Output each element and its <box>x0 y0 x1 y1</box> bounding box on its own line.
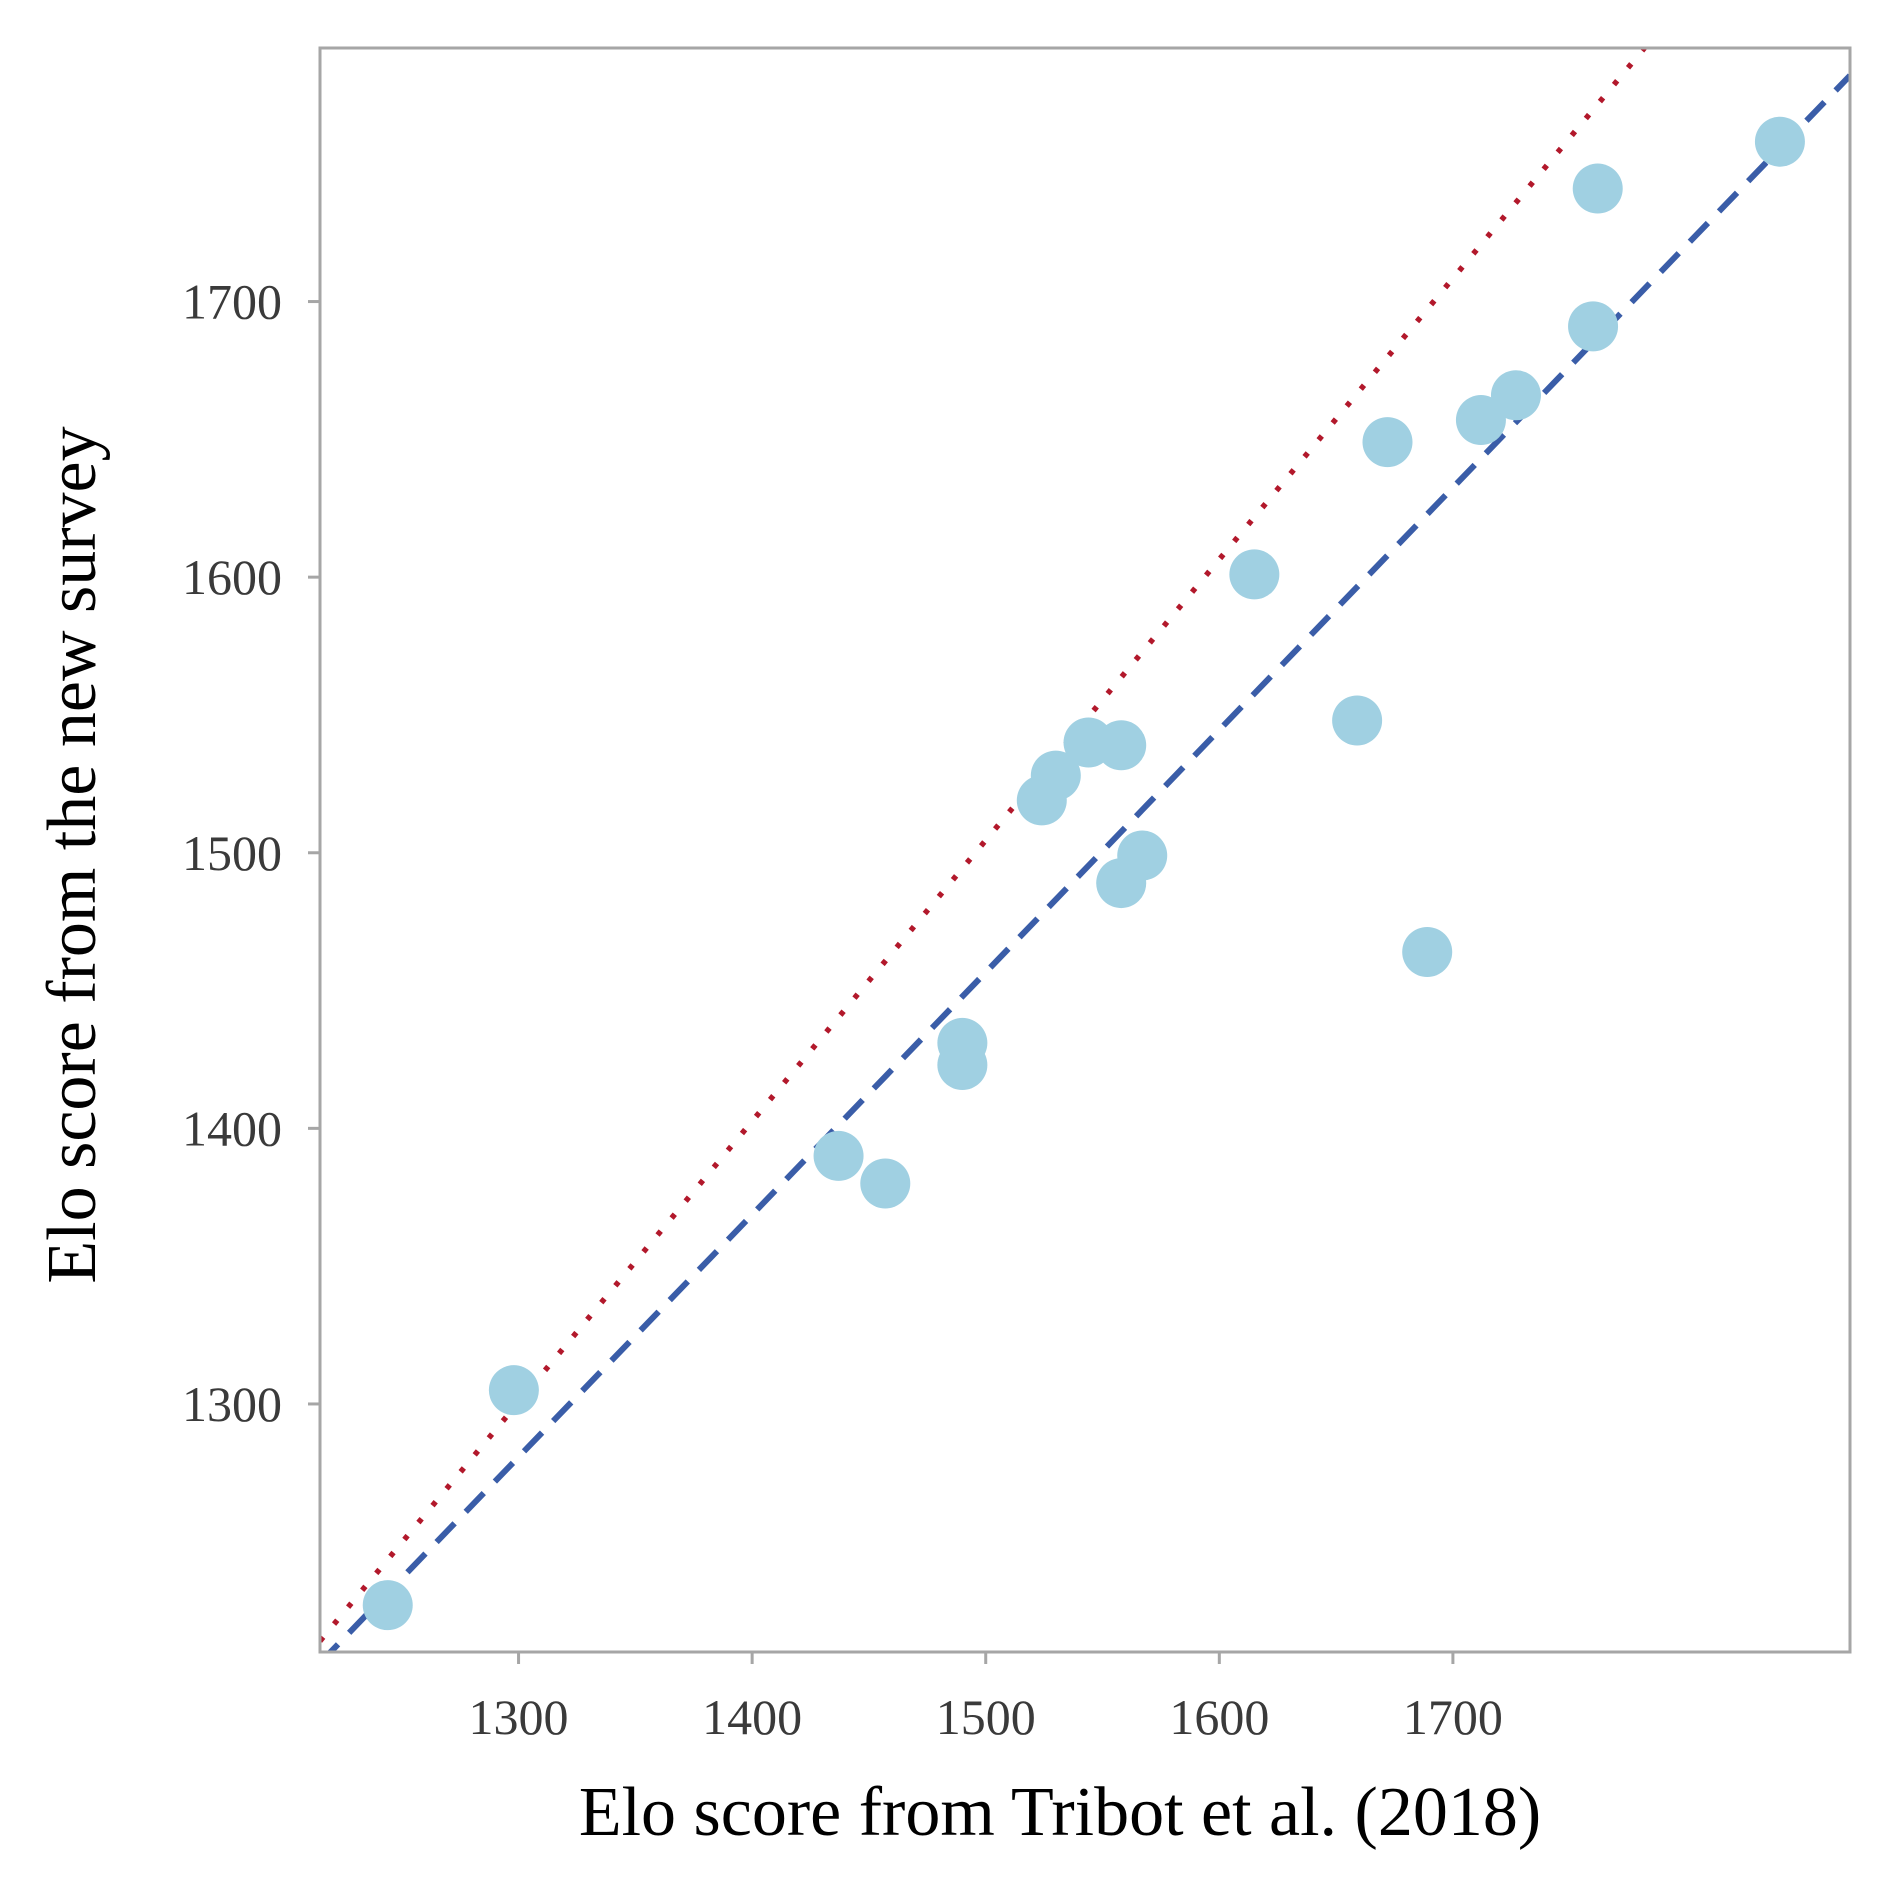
data-point <box>1754 116 1805 167</box>
y-tick-label: 1600 <box>182 549 282 605</box>
reference-lines <box>320 48 1850 1652</box>
y-tick-label: 1500 <box>182 825 282 881</box>
data-point <box>1455 395 1506 446</box>
data-point <box>813 1130 864 1181</box>
data-point <box>1332 695 1383 746</box>
y-axis-ticks: 1300 1400 1500 1600 1700 <box>182 274 320 1432</box>
data-point <box>1490 370 1541 421</box>
data-point <box>1568 301 1619 352</box>
data-point <box>488 1365 539 1416</box>
data-points <box>362 116 1805 1631</box>
y-tick-label: 1700 <box>182 274 282 330</box>
data-point <box>1096 720 1147 771</box>
dotted-identity-line <box>320 48 1647 1643</box>
x-tick-label: 1300 <box>469 1689 569 1745</box>
x-tick-label: 1700 <box>1403 1689 1503 1745</box>
x-tick-label: 1500 <box>936 1689 1036 1745</box>
dashed-fit-line <box>326 73 1850 1652</box>
data-point <box>1030 750 1081 801</box>
y-axis-title: Elo score from the new survey <box>34 426 111 1283</box>
data-point <box>1229 549 1280 600</box>
data-point <box>1572 163 1623 214</box>
x-axis-title: Elo score from Tribot et al. (2018) <box>579 1774 1541 1851</box>
data-point <box>1402 926 1453 977</box>
data-point <box>362 1580 413 1631</box>
plot-frame <box>318 46 1852 1654</box>
x-tick-label: 1600 <box>1169 1689 1269 1745</box>
data-point <box>937 1039 988 1090</box>
x-axis-ticks: 1300 1400 1500 1600 1700 <box>469 1652 1503 1745</box>
y-tick-label: 1300 <box>182 1376 282 1432</box>
y-tick-label: 1400 <box>182 1100 282 1156</box>
data-point <box>1117 830 1168 881</box>
x-tick-label: 1400 <box>702 1689 802 1745</box>
data-point <box>860 1158 911 1209</box>
data-point <box>1362 417 1413 468</box>
